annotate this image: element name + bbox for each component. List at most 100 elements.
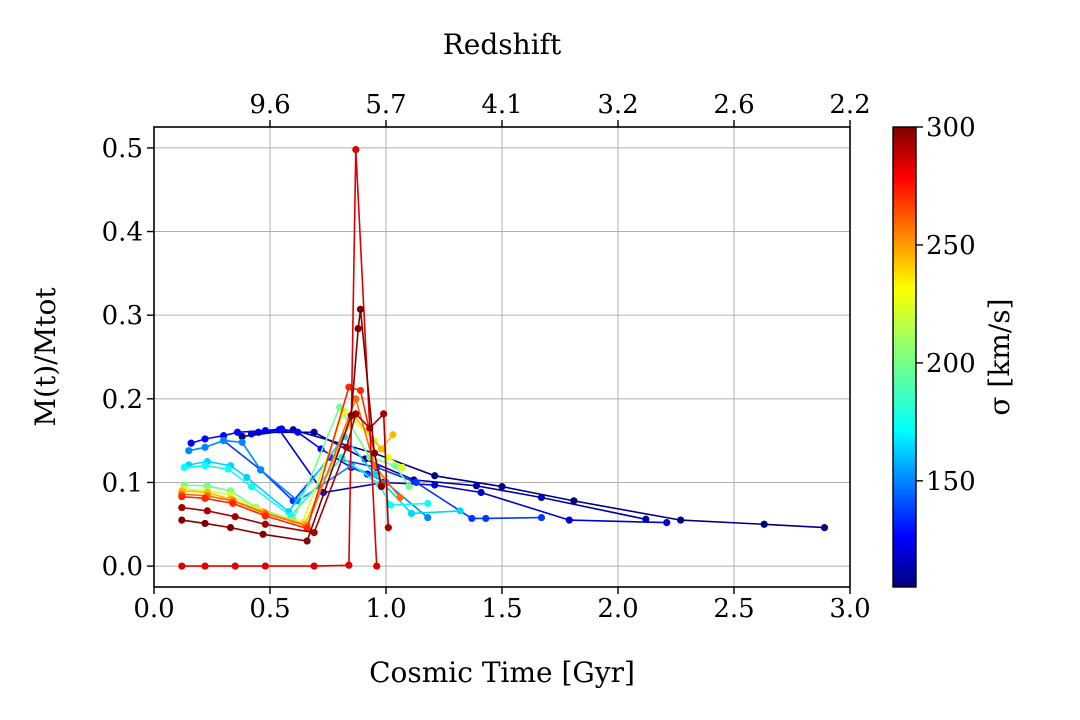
data-point (456, 507, 464, 515)
data-point (220, 437, 228, 445)
data-point (537, 493, 546, 502)
y-axis-title: M(t)/Mtot (29, 287, 62, 427)
data-point (261, 427, 269, 435)
data-point (565, 516, 573, 524)
data-point (220, 432, 228, 440)
data-point (259, 530, 267, 538)
series-layer (178, 145, 829, 570)
top-axis-title: Redshift (443, 28, 562, 61)
y-tick-label: 0.2 (102, 385, 143, 415)
data-point (424, 499, 432, 507)
data-point (677, 516, 685, 524)
data-point (226, 524, 235, 532)
top-tick-label: 3.2 (597, 90, 638, 120)
x-tick-label: 1.5 (481, 594, 522, 624)
data-point (247, 483, 256, 491)
colorbar-title: σ [km/s] (983, 298, 1016, 415)
data-point (482, 514, 490, 523)
y-tick-label: 0.0 (102, 552, 143, 582)
data-point (201, 435, 209, 443)
x-axis-title: Cosmic Time [Gyr] (369, 656, 635, 689)
data-point (356, 386, 365, 395)
data-point (472, 482, 481, 490)
data-point (233, 428, 242, 436)
data-point (396, 493, 404, 502)
colorbar-tick-label: 200 (926, 349, 976, 379)
grid-lines (153, 127, 851, 587)
data-point (537, 513, 546, 522)
x-tick-label: 0.5 (249, 594, 290, 624)
data-point (278, 425, 286, 433)
x-tick-label: 2.0 (597, 594, 638, 624)
data-point (354, 324, 362, 333)
data-point (201, 494, 209, 502)
colorbar-tick-label: 150 (926, 467, 976, 497)
data-point (261, 520, 269, 528)
data-point (310, 562, 318, 570)
colorbar-tick-label: 300 (926, 113, 976, 143)
x-tick-label: 3.0 (829, 594, 870, 624)
axis-ticks: 0.0 0.5 1.0 1.5 2.0 2.5 3.0 0.0 0.1 0.2 0.3 0.4 0.5 9… (102, 90, 871, 624)
data-point (356, 305, 365, 313)
colorbar-ticks: 150 200 250 300 (916, 113, 976, 497)
data-point (398, 463, 406, 471)
data-point (760, 520, 768, 528)
data-point (203, 507, 211, 515)
data-point (424, 513, 432, 522)
top-tick-label: 9.6 (249, 90, 290, 120)
data-point (257, 466, 265, 474)
x-tick-label: 0.0 (133, 594, 174, 624)
colorbar-tick-label: 250 (926, 231, 976, 261)
data-point (347, 411, 355, 420)
top-tick-label: 2.6 (713, 90, 754, 120)
top-tick-label: 4.1 (481, 90, 522, 120)
data-point (384, 453, 392, 461)
data-point (185, 447, 193, 455)
data-point (261, 512, 269, 520)
data-point (412, 478, 420, 487)
data-point (820, 524, 829, 532)
data-point (303, 524, 311, 533)
x-tick-label: 1.0 (365, 594, 406, 624)
y-tick-label: 0.1 (102, 468, 143, 498)
data-point (224, 465, 232, 473)
y-tick-label: 0.5 (102, 134, 143, 164)
data-point (370, 449, 378, 457)
data-point (231, 513, 239, 521)
data-point (201, 462, 209, 470)
series-sigma-300 (178, 305, 385, 545)
data-point (431, 481, 439, 489)
data-point (261, 562, 269, 570)
data-point (377, 483, 385, 491)
data-point (201, 443, 209, 451)
data-point (468, 514, 476, 523)
series-line (181, 149, 378, 567)
data-point (352, 145, 360, 154)
data-point (352, 395, 360, 403)
data-point (380, 410, 388, 418)
data-point (178, 503, 186, 512)
data-point (642, 515, 650, 523)
top-tick-label: 2.2 (829, 90, 870, 120)
data-point (303, 537, 311, 545)
data-point (310, 428, 318, 436)
series-sigma-282 (178, 145, 381, 570)
data-point (663, 519, 671, 527)
data-point (498, 483, 506, 491)
series-line (181, 414, 394, 526)
data-point (238, 438, 246, 446)
x-tick-label: 2.5 (713, 594, 754, 624)
data-point (178, 516, 186, 524)
series-line (181, 309, 383, 542)
series-sigma-105 (238, 426, 829, 532)
data-point (229, 499, 237, 507)
series-line (181, 412, 390, 534)
data-point (342, 443, 351, 451)
data-point (336, 403, 344, 411)
data-point (570, 497, 578, 505)
y-tick-label: 0.4 (102, 218, 143, 248)
y-tick-label: 0.3 (102, 301, 143, 331)
data-point (238, 432, 246, 441)
data-point (243, 473, 251, 482)
